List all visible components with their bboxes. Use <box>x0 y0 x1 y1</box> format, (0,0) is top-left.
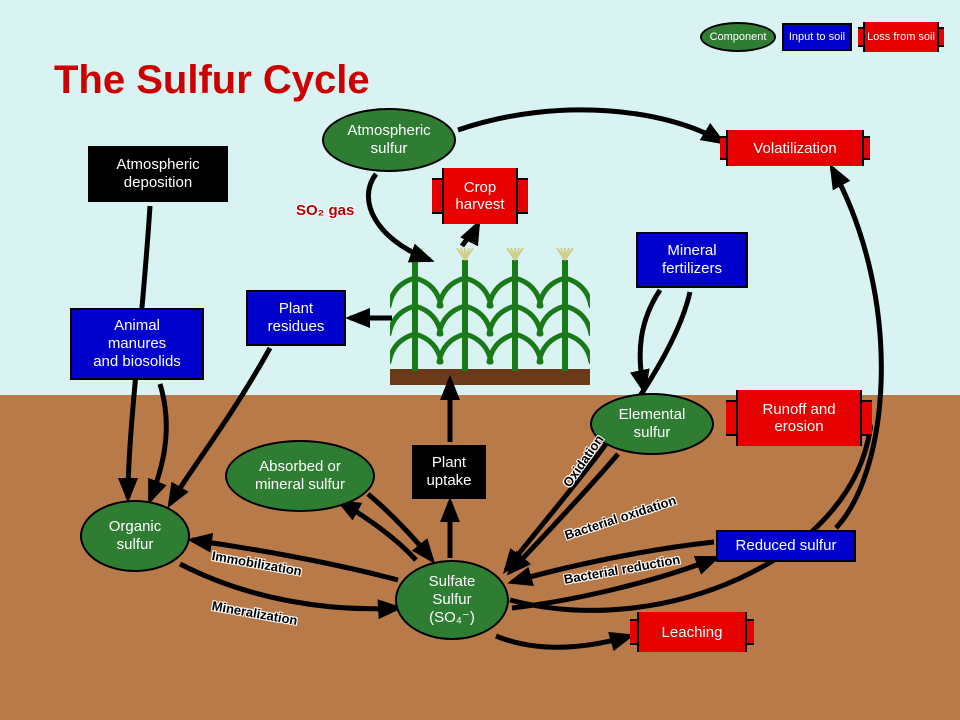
legend-component: Component <box>700 22 776 52</box>
node-mineral_fert: Mineral fertilizers <box>636 232 748 288</box>
process-so2_gas: SO₂ gas <box>296 202 354 219</box>
node-elemental: Elemental sulfur <box>590 393 714 455</box>
node-plant_residues: Plant residues <box>246 290 346 346</box>
legend-input: Input to soil <box>782 23 852 51</box>
node-absorbed: Absorbed or mineral sulfur <box>225 440 375 512</box>
legend: ComponentInput to soilLoss from soil <box>700 22 944 52</box>
node-organic_sulfur: Organic sulfur <box>80 500 190 572</box>
diagram-canvas: The Sulfur Cycle ComponentInput to soilLo… <box>0 0 960 720</box>
node-leaching: Leaching <box>630 612 754 652</box>
crop-illustration <box>390 248 590 403</box>
legend-loss: Loss from soil <box>858 22 944 52</box>
node-runoff: Runoff and erosion <box>726 390 872 446</box>
node-crop_harvest: Crop harvest <box>432 168 528 224</box>
node-animal_manures: Animal manures and biosolids <box>70 308 204 380</box>
node-volatilization: Volatilization <box>720 130 870 166</box>
page-title: The Sulfur Cycle <box>54 58 370 103</box>
node-sulfate: Sulfate Sulfur (SO₄⁻) <box>395 560 509 640</box>
node-plant_uptake: Plant uptake <box>412 445 486 499</box>
node-atm_sulfur: Atmospheric sulfur <box>322 108 456 172</box>
node-atm_deposition: Atmospheric deposition <box>88 146 228 202</box>
node-reduced_sulfur: Reduced sulfur <box>716 530 856 562</box>
